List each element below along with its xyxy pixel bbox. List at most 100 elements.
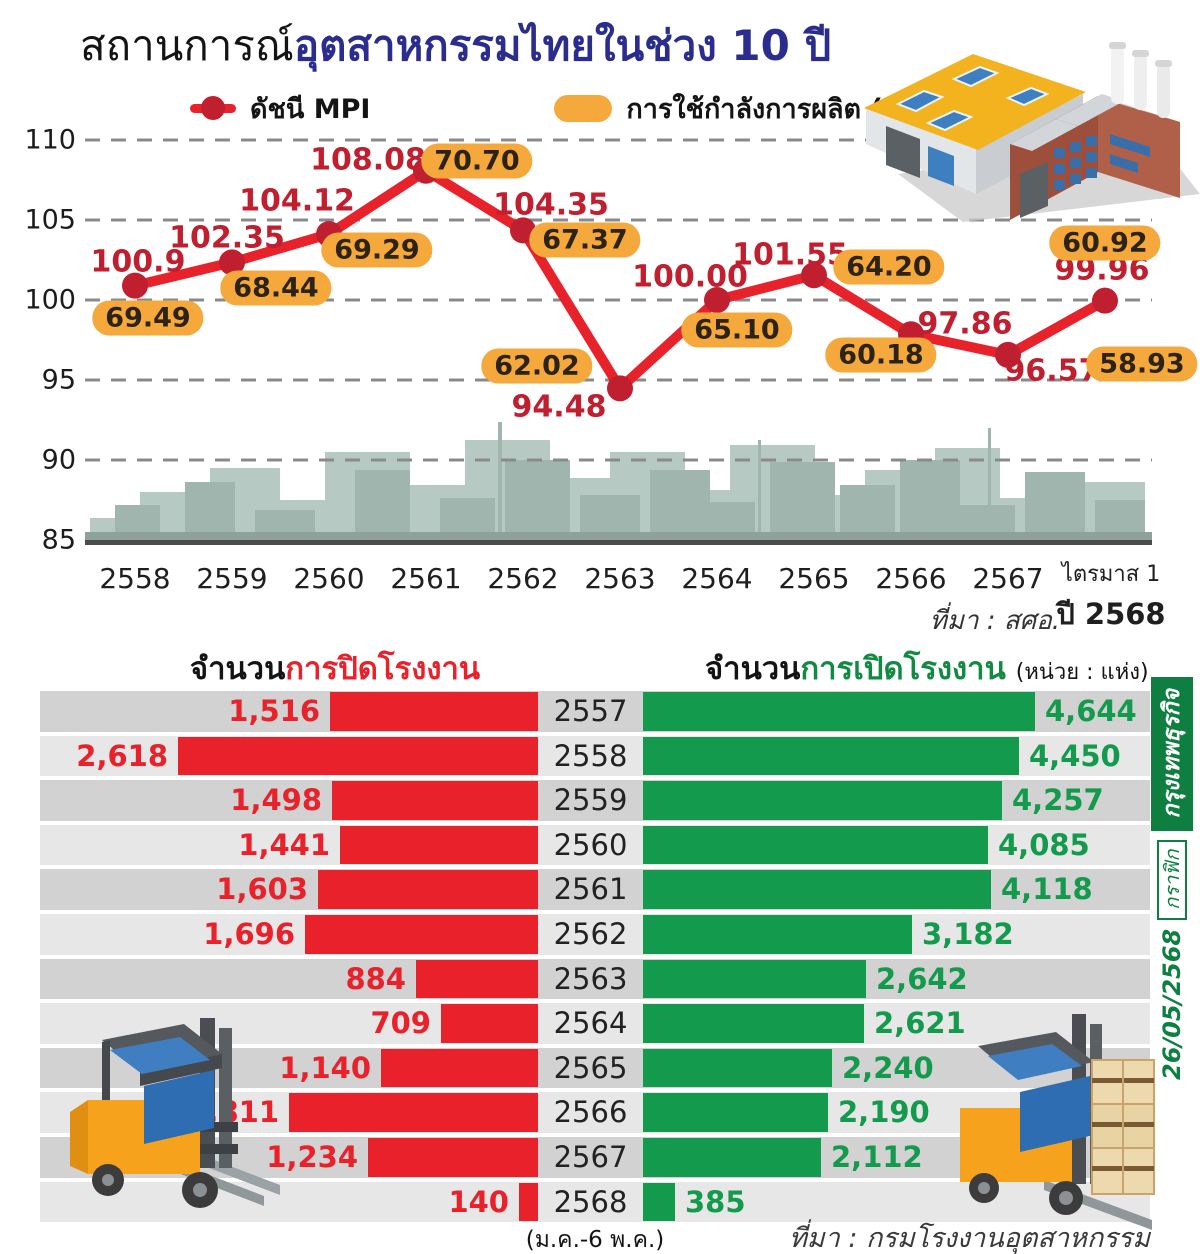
title-highlight: อุตสาหกรรมไทยในช่วง 10 ปี (293, 21, 832, 70)
opening-value: 4,257 (1012, 783, 1104, 818)
row-year: 2565 (553, 1050, 628, 1085)
y-tick-label: 85 (41, 524, 76, 556)
capacity-value-pill: 70.70 (421, 143, 533, 179)
closure-value: 709 (370, 1006, 431, 1041)
bar-row: 1,696 2562 3,182 (40, 914, 1150, 955)
capacity-value-pill: 69.29 (321, 232, 433, 268)
row-year: 2557 (553, 694, 628, 728)
opening-value: 4,085 (998, 827, 1090, 862)
mpi-value-label: 108.08 (310, 142, 426, 178)
credit-label: กราฟิก (1157, 839, 1187, 920)
x-tick-label: 2567 (972, 562, 1044, 595)
y-tick-label: 100 (24, 284, 76, 316)
opening-value: 2,642 (876, 961, 968, 996)
opening-bar (643, 1182, 675, 1222)
opening-value: 2,112 (831, 1140, 923, 1174)
bar-source-text: ที่มา : กรมโรงงานอุตสาหกรรม (789, 1223, 1150, 1254)
closure-value: 1,516 (228, 694, 320, 728)
credit-date: 26/05/2568 (1158, 928, 1186, 1080)
closure-bar (340, 825, 538, 865)
opening-value: 3,182 (922, 917, 1014, 951)
capacity-value-pill: 62.02 (481, 348, 593, 384)
capacity-value-pill: 60.92 (1049, 225, 1161, 261)
closure-value: 1,498 (230, 783, 322, 818)
forklift-left-illustration (70, 1018, 280, 1208)
opening-bar (643, 692, 1035, 731)
row-year: 2561 (553, 872, 628, 907)
y-tick-label: 110 (24, 124, 76, 156)
credit-brand: กรุงเทพธุรกิจ (1151, 677, 1193, 831)
bar-row: 1,441 2560 4,085 (40, 824, 1150, 866)
mpi-line-marker-icon (190, 90, 236, 126)
mpi-line-chart: ไตรมาส 1 ปี 2568 ที่มา : สศอ. 110 105 100 9… (24, 124, 1198, 636)
closure-bar (305, 915, 538, 954)
row-year: 2568 (553, 1184, 628, 1219)
mpi-point (1092, 287, 1118, 314)
bar-row: 1,603 2561 4,118 (40, 869, 1150, 910)
mpi-value-label: 101.55 (732, 237, 848, 273)
x-tick-label: 2561 (390, 562, 462, 595)
x-axis-line (85, 540, 1152, 545)
opening-bar (643, 870, 991, 909)
x-tick-label: 2566 (875, 562, 947, 595)
period-note: (ม.ค.-6 พ.ค.) (525, 1227, 665, 1253)
x-tick-label: 2562 (487, 562, 559, 595)
closure-value: 1,140 (279, 1050, 371, 1085)
mpi-point (122, 272, 148, 299)
mpi-value-label: 100.9 (90, 244, 186, 280)
mpi-point (801, 262, 827, 289)
x-tick-label: 2559 (196, 562, 268, 595)
row-year: 2563 (553, 961, 628, 996)
bar-row: 1,516 2557 4,644 (40, 691, 1150, 732)
mpi-point (607, 375, 633, 402)
legend-mpi-label: ดัชนี MPI (250, 93, 371, 125)
closure-bar (381, 1048, 538, 1088)
x-tick-label: 2558 (99, 562, 171, 595)
opening-bar (643, 781, 1002, 820)
x-tick-label: 2564 (681, 562, 753, 595)
y-tick-label: 105 (24, 204, 76, 236)
opening-value: 2,621 (874, 1006, 966, 1041)
closure-bar (178, 736, 538, 776)
row-year: 2566 (553, 1095, 628, 1130)
row-year: 2564 (553, 1006, 628, 1041)
opening-bar (643, 736, 1019, 776)
opening-bar (643, 915, 912, 954)
capacity-pill-marker-icon (554, 94, 613, 122)
factory-illustration (864, 42, 1200, 222)
opening-bar (643, 1004, 864, 1043)
mpi-value-label: 104.35 (493, 187, 609, 223)
closure-bar (330, 692, 538, 731)
capacity-value-pill: 65.10 (681, 312, 793, 348)
x-tick-label: 2560 (293, 562, 365, 595)
row-year: 2559 (553, 783, 628, 818)
capacity-value-pill: 64.20 (833, 249, 945, 285)
opening-value: 385 (685, 1184, 746, 1219)
closure-bar (416, 959, 538, 999)
row-year: 2558 (553, 738, 628, 773)
bar-row: 2,618 2558 4,450 (40, 735, 1150, 777)
closure-bar (368, 1138, 538, 1177)
mpi-value-label: 97.86 (917, 306, 1013, 342)
forklift-right-illustration (960, 1014, 1155, 1230)
closure-value: 884 (345, 961, 406, 996)
capacity-value-pill: 69.49 (92, 300, 204, 336)
opening-bar (643, 825, 988, 865)
capacity-value-pill: 68.44 (220, 270, 332, 306)
closure-bar (289, 1093, 538, 1132)
mpi-value-label: 104.12 (239, 183, 355, 219)
opening-value: 2,190 (838, 1095, 930, 1130)
opening-bar (643, 1048, 832, 1088)
opening-value: 4,450 (1029, 738, 1121, 773)
mpi-point (995, 341, 1021, 368)
mpi-value-label: 102.35 (169, 220, 285, 256)
row-year: 2567 (553, 1140, 628, 1174)
opening-bar (643, 959, 866, 999)
closure-value: 1,603 (216, 872, 308, 907)
mpi-point (219, 249, 245, 276)
line-chart-canvas (85, 138, 1152, 545)
capacity-value-pill: 60.18 (825, 337, 937, 373)
closure-bar (332, 781, 538, 820)
row-year: 2562 (553, 917, 628, 951)
